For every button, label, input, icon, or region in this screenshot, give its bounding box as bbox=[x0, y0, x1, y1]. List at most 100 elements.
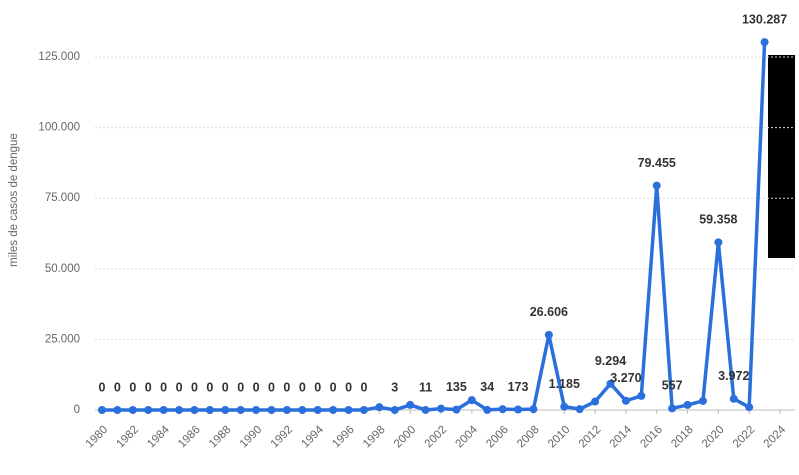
data-point bbox=[729, 394, 738, 403]
data-point bbox=[329, 406, 338, 414]
data-point bbox=[175, 406, 184, 414]
data-point bbox=[637, 391, 646, 400]
data-label: 0 bbox=[114, 380, 121, 394]
data-point bbox=[113, 406, 122, 414]
data-label: 0 bbox=[206, 380, 213, 394]
data-label: 0 bbox=[360, 380, 367, 394]
x-tick-label: 1980 bbox=[84, 424, 111, 451]
data-point bbox=[205, 406, 214, 414]
x-tick-label: 2000 bbox=[392, 424, 419, 451]
x-tick-label: 1982 bbox=[115, 424, 142, 451]
data-label: 173 bbox=[508, 380, 529, 394]
data-label: 0 bbox=[253, 380, 260, 394]
data-point bbox=[437, 404, 445, 413]
x-tick-label: 1994 bbox=[299, 423, 326, 450]
data-label: 0 bbox=[145, 380, 152, 394]
y-tick-label: 75.000 bbox=[45, 192, 80, 204]
data-point bbox=[344, 406, 353, 414]
data-point bbox=[375, 403, 384, 412]
data-point bbox=[282, 406, 291, 414]
data-label: 1.185 bbox=[549, 377, 580, 391]
data-point bbox=[267, 406, 276, 414]
data-point bbox=[745, 403, 754, 412]
data-label: 0 bbox=[99, 380, 106, 394]
data-point bbox=[236, 406, 245, 414]
data-label: 135 bbox=[446, 380, 467, 394]
data-point bbox=[652, 181, 661, 190]
y-tick-label: 100.000 bbox=[38, 122, 80, 134]
x-tick-label: 1990 bbox=[238, 424, 265, 451]
data-label: 0 bbox=[345, 380, 352, 394]
data-point bbox=[452, 405, 461, 414]
x-tick-label: 1998 bbox=[361, 424, 388, 451]
y-tick-label: 25.000 bbox=[45, 333, 80, 345]
x-tick-label: 2016 bbox=[638, 424, 665, 451]
data-point bbox=[606, 379, 615, 388]
data-point bbox=[390, 405, 399, 414]
data-point bbox=[544, 330, 553, 339]
data-label: 34 bbox=[480, 380, 494, 394]
x-tick-label: 1984 bbox=[145, 423, 172, 450]
x-tick-label: 2002 bbox=[423, 424, 450, 451]
data-label: 0 bbox=[237, 380, 244, 394]
y-tick-label: 125.000 bbox=[38, 51, 80, 63]
y-tick-label: 50.000 bbox=[45, 263, 80, 275]
data-point bbox=[498, 405, 507, 414]
data-label: 3.972 bbox=[718, 369, 749, 383]
data-point bbox=[467, 396, 476, 405]
data-label: 0 bbox=[299, 380, 306, 394]
data-point bbox=[529, 405, 538, 414]
data-point bbox=[698, 396, 707, 405]
data-label: 3 bbox=[391, 380, 398, 394]
data-label: 0 bbox=[314, 380, 321, 394]
data-point bbox=[560, 402, 569, 411]
data-label: 0 bbox=[160, 380, 167, 394]
data-point bbox=[359, 406, 368, 414]
x-tick-label: 2004 bbox=[454, 423, 481, 450]
data-point bbox=[221, 406, 230, 414]
x-tick-label: 2020 bbox=[700, 424, 727, 451]
x-tick-label: 2014 bbox=[608, 423, 635, 450]
data-point bbox=[575, 405, 584, 414]
x-tick-label: 1992 bbox=[269, 424, 296, 451]
y-tick-label: 0 bbox=[74, 404, 80, 416]
data-point bbox=[621, 396, 630, 405]
data-label: 557 bbox=[662, 379, 683, 393]
data-point bbox=[683, 400, 692, 409]
x-tick-label: 2008 bbox=[515, 424, 542, 451]
data-point bbox=[128, 406, 137, 414]
data-label: 0 bbox=[222, 380, 229, 394]
data-label: 0 bbox=[268, 380, 275, 394]
data-label: 0 bbox=[283, 380, 290, 394]
data-point bbox=[98, 406, 106, 414]
data-point bbox=[144, 406, 153, 414]
x-tick-label: 1996 bbox=[330, 424, 357, 451]
x-tick-label: 2018 bbox=[669, 424, 696, 451]
data-label: 26.606 bbox=[530, 305, 568, 319]
data-point bbox=[591, 397, 600, 406]
data-point bbox=[190, 406, 199, 414]
data-label: 11 bbox=[419, 380, 432, 394]
data-label: 0 bbox=[176, 380, 183, 394]
x-tick-label: 1986 bbox=[176, 424, 203, 451]
data-label: 9.294 bbox=[595, 354, 626, 368]
x-tick-label: 2012 bbox=[577, 424, 604, 451]
x-tick-label: 2006 bbox=[484, 424, 511, 451]
data-point bbox=[421, 405, 430, 414]
data-point bbox=[406, 400, 415, 409]
data-label: 0 bbox=[330, 380, 337, 394]
data-label: 130.287 bbox=[742, 12, 787, 26]
data-label: 59.358 bbox=[699, 213, 737, 227]
series-line bbox=[102, 41, 767, 412]
data-point bbox=[714, 238, 723, 247]
x-tick-label: 2024 bbox=[762, 423, 789, 450]
data-point bbox=[313, 406, 322, 414]
data-label: 0 bbox=[191, 380, 198, 394]
redaction-box bbox=[768, 55, 795, 258]
x-tick-label: 1988 bbox=[207, 424, 234, 451]
data-point bbox=[668, 404, 677, 413]
x-tick-label: 2022 bbox=[731, 424, 758, 451]
x-tick-label: 2010 bbox=[546, 424, 573, 451]
data-point bbox=[483, 405, 492, 414]
